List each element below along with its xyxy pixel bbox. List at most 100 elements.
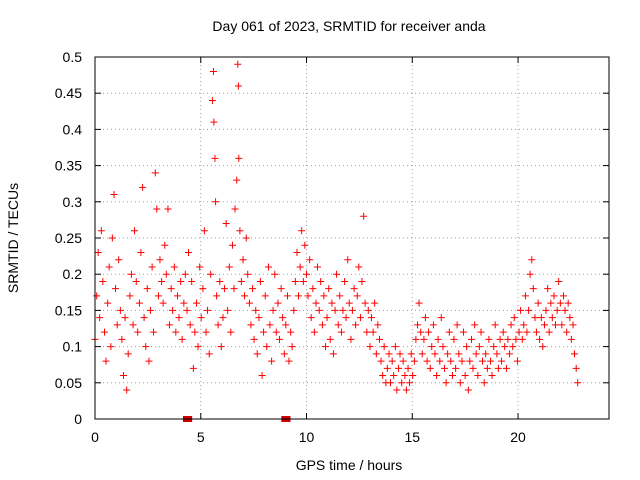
data-point	[235, 154, 243, 162]
data-point	[172, 328, 180, 336]
data-point	[518, 335, 526, 343]
data-point	[231, 205, 239, 213]
data-point	[244, 270, 252, 278]
data-point	[146, 306, 154, 314]
data-point	[523, 328, 531, 336]
data-point	[186, 321, 194, 329]
data-point	[105, 263, 113, 271]
data-point	[532, 328, 540, 336]
data-point	[112, 285, 120, 293]
data-point	[398, 379, 406, 387]
data-point	[410, 357, 418, 365]
data-point	[120, 372, 128, 380]
y-tick-label: 0.1	[63, 339, 83, 355]
data-point	[178, 335, 186, 343]
data-point	[539, 343, 547, 351]
data-point	[115, 256, 123, 264]
y-tick-label: 0	[74, 411, 82, 427]
data-point	[219, 314, 227, 322]
data-point	[455, 350, 463, 358]
data-point	[234, 60, 242, 68]
data-point	[537, 314, 545, 322]
data-point	[342, 314, 350, 322]
data-point	[510, 314, 518, 322]
data-point	[134, 328, 142, 336]
data-point	[328, 299, 336, 307]
data-point	[485, 335, 493, 343]
data-point	[227, 328, 235, 336]
data-point	[542, 306, 550, 314]
data-point	[217, 343, 225, 351]
data-point	[482, 350, 490, 358]
data-point	[165, 321, 173, 329]
data-point	[142, 343, 150, 351]
data-point	[123, 386, 131, 394]
data-point	[129, 321, 137, 329]
data-point	[480, 379, 488, 387]
y-tick-label: 0.2	[63, 266, 83, 282]
data-point	[437, 314, 445, 322]
data-point	[498, 357, 506, 365]
data-point	[548, 314, 556, 322]
x-tick-label: 20	[510, 429, 526, 445]
data-point	[448, 372, 456, 380]
data-point	[301, 241, 309, 249]
data-point	[143, 285, 151, 293]
data-point	[417, 328, 425, 336]
data-point	[312, 299, 320, 307]
data-point	[96, 314, 104, 322]
data-point	[420, 335, 428, 343]
data-point	[236, 227, 244, 235]
data-point	[181, 270, 189, 278]
data-point	[504, 335, 512, 343]
data-point	[563, 328, 571, 336]
data-point	[207, 270, 215, 278]
data-point	[161, 241, 169, 249]
data-point	[366, 343, 374, 351]
data-point	[468, 335, 476, 343]
data-point	[314, 263, 322, 271]
data-point	[275, 335, 283, 343]
data-point	[323, 314, 331, 322]
data-point	[534, 299, 542, 307]
data-point	[249, 285, 257, 293]
data-point	[353, 292, 361, 300]
data-point	[200, 227, 208, 235]
data-point	[94, 248, 102, 256]
data-point	[371, 299, 379, 307]
data-point	[309, 285, 317, 293]
data-point	[574, 379, 582, 387]
data-point	[361, 299, 369, 307]
axis-ticks: 0 0.05 0.1 0.15 0.2 0.25 0.3 0.35 0.4 0.45 0.5 0 5 10…	[55, 49, 609, 445]
data-point	[145, 357, 153, 365]
data-point	[241, 292, 249, 300]
data-point	[499, 328, 507, 336]
data-point	[288, 343, 296, 351]
data-point	[216, 277, 224, 285]
data-point	[456, 379, 464, 387]
data-point	[331, 306, 339, 314]
data-point	[553, 306, 561, 314]
data-point	[569, 321, 577, 329]
data-point	[224, 306, 232, 314]
data-point	[173, 292, 181, 300]
data-point	[561, 306, 569, 314]
data-point	[280, 350, 288, 358]
data-point	[355, 263, 363, 271]
data-point	[214, 321, 222, 329]
data-point	[271, 270, 279, 278]
data-point	[536, 335, 544, 343]
data-point	[490, 343, 498, 351]
data-point	[320, 292, 328, 300]
data-point	[440, 364, 448, 372]
data-point	[260, 328, 268, 336]
data-point	[399, 357, 407, 365]
data-point	[487, 357, 495, 365]
data-point	[121, 314, 129, 322]
data-point	[509, 343, 517, 351]
data-point	[199, 285, 207, 293]
data-point	[377, 357, 385, 365]
data-point	[282, 321, 290, 329]
data-point	[242, 234, 250, 242]
x-tick-label: 0	[91, 429, 99, 445]
